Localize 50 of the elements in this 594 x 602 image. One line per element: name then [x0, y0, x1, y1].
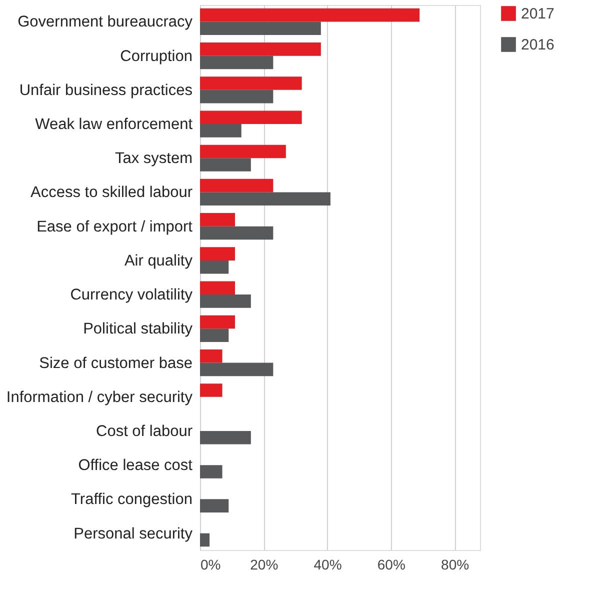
bar: [200, 144, 286, 158]
y-tick-label: Personal security: [74, 525, 193, 542]
bar: [200, 533, 210, 547]
bar: [200, 22, 321, 36]
bar: [200, 226, 274, 240]
bar: [200, 90, 274, 104]
y-tick-label: Size of customer base: [39, 354, 192, 372]
x-tick-label: 60%: [377, 556, 406, 572]
bar: [200, 294, 251, 308]
y-tick-label: Unfair business practices: [19, 82, 193, 99]
y-tick-label: Currency volatility: [70, 286, 193, 304]
bar: [200, 362, 274, 376]
y-tick-label: Traffic congestion: [71, 491, 192, 508]
bar: [200, 465, 222, 478]
legend-label: 2017: [521, 6, 554, 22]
bar: [200, 56, 274, 70]
y-tick-label: Tax system: [114, 150, 192, 168]
y-tick-label: Corruption: [120, 48, 192, 65]
y-tick-label: Access to skilled labour: [30, 184, 192, 202]
bar: [200, 430, 251, 444]
bar: [200, 110, 302, 124]
y-tick-label: Government bureaucracy: [18, 14, 193, 31]
x-tick-label: 40%: [314, 556, 342, 572]
bar: [200, 76, 302, 90]
y-tick-label: Political stability: [83, 320, 193, 338]
bar: [200, 192, 330, 206]
x-tick-label: 20%: [250, 556, 278, 572]
x-tick-label: 0%: [200, 556, 221, 572]
legend-label: 2016: [521, 36, 554, 54]
bar: [200, 124, 242, 138]
bar: [200, 178, 274, 192]
y-tick-label: Air quality: [124, 252, 193, 270]
bar: [200, 247, 235, 260]
y-tick-label: Cost of labour: [96, 422, 192, 440]
bar: [200, 260, 229, 274]
bar: [200, 158, 251, 172]
bar: [200, 384, 222, 397]
y-tick-label: Weak law enforcement: [35, 116, 194, 134]
y-tick-label: Office lease cost: [78, 457, 194, 474]
bar: [200, 315, 235, 329]
bar: [200, 281, 235, 295]
bar: [200, 349, 222, 363]
bar: [200, 499, 229, 512]
bar: [200, 213, 235, 226]
bar: [200, 42, 321, 56]
y-tick-label: Information / cyber security: [6, 388, 193, 406]
bar: [200, 8, 420, 22]
y-tick-label: Ease of export / import: [36, 218, 194, 236]
bar: [200, 328, 229, 342]
x-tick-label: 80%: [441, 556, 470, 572]
